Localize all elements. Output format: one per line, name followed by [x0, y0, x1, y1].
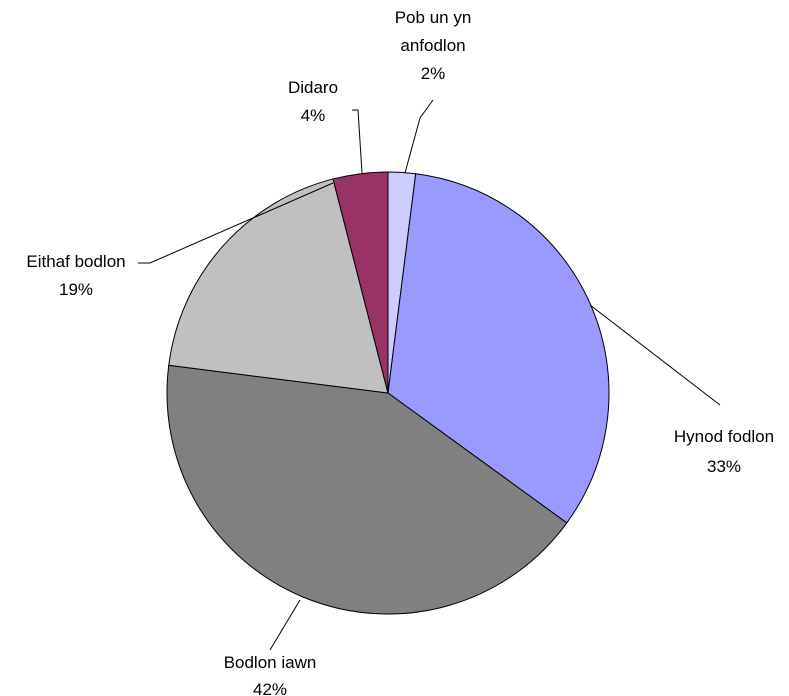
- leader-line: [138, 182, 334, 264]
- pie-slice: [168, 178, 389, 394]
- value-label: 19%: [58, 280, 94, 299]
- value-label: 42%: [252, 680, 288, 696]
- category-label: Bodlon iawn: [223, 653, 317, 672]
- value-label: 33%: [706, 457, 742, 476]
- pie-slice: [332, 171, 389, 394]
- pie-slice: [166, 364, 568, 615]
- value-label: 2%: [420, 64, 446, 83]
- value-label: 4%: [300, 106, 326, 125]
- leader-line: [352, 109, 363, 174]
- leader-line: [589, 304, 721, 406]
- category-label: Hynod fodlon: [673, 427, 775, 446]
- category-label: Pob un yn anfodlon: [394, 8, 472, 55]
- leader-line: [404, 99, 434, 174]
- leader-line: [269, 599, 301, 651]
- category-label: Eithaf bodlon: [26, 252, 126, 271]
- category-label: Didaro: [287, 78, 339, 97]
